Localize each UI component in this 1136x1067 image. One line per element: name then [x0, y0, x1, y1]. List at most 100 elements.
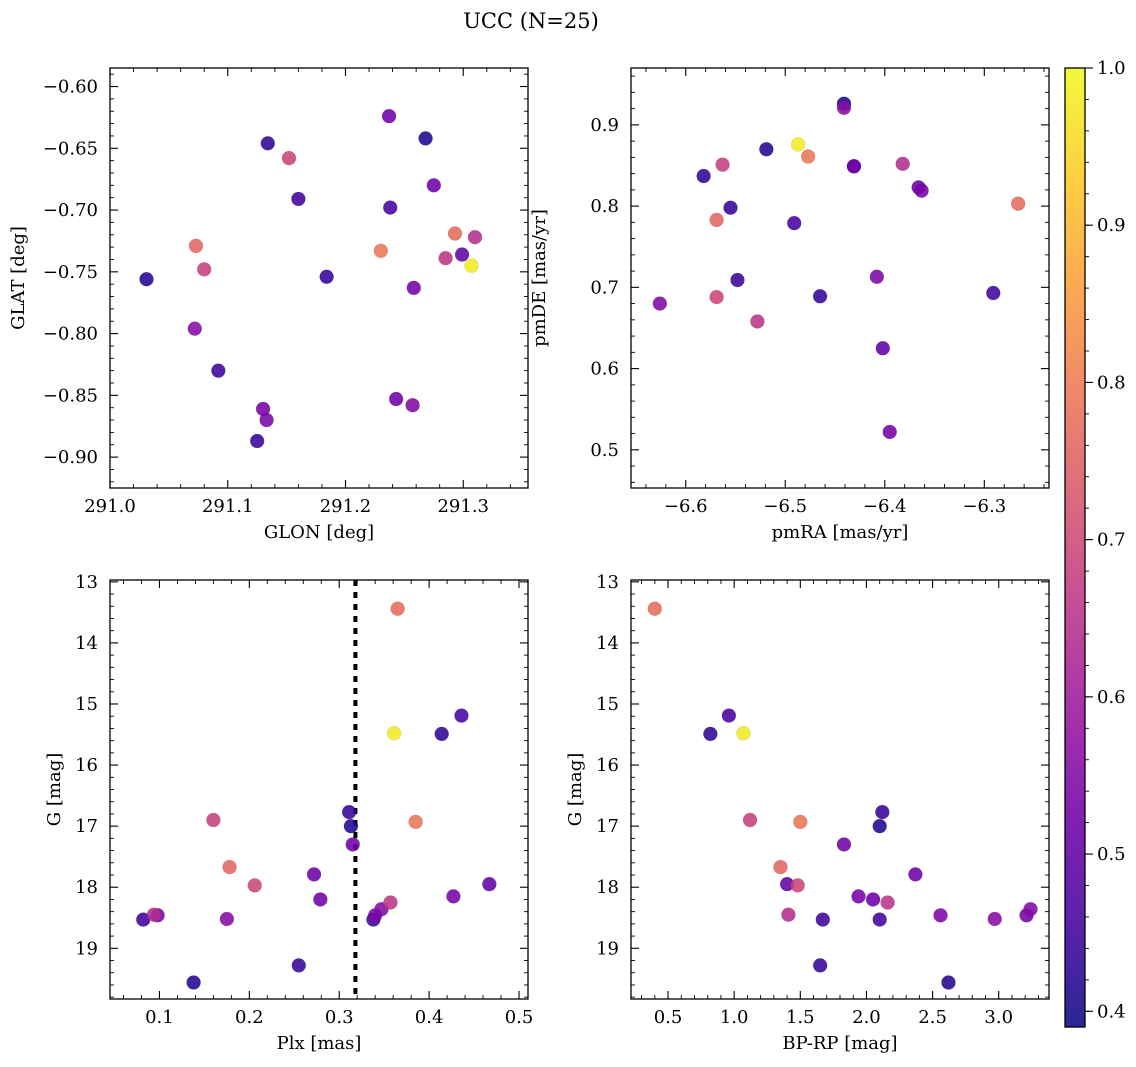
data-point	[715, 157, 730, 172]
data-point	[941, 975, 956, 990]
data-point	[196, 262, 212, 277]
data-point	[139, 271, 154, 287]
y-tick-label: 0.8	[590, 196, 619, 217]
figure-title: UCC (N=25)	[463, 9, 599, 33]
data-point	[482, 876, 497, 892]
x-tick-label: 0.5	[505, 1007, 534, 1028]
data-point	[742, 812, 758, 828]
x-tick-label: 1.5	[786, 1007, 815, 1028]
x-tick-label: 291.0	[84, 496, 136, 517]
colorbar-fill	[1065, 68, 1085, 1027]
data-point	[730, 272, 745, 288]
x-tick-label: 291.2	[320, 496, 372, 517]
data-point	[381, 108, 397, 124]
data-point	[721, 708, 737, 723]
x-tick-label: −6.5	[763, 496, 807, 517]
y-tick-label: −0.80	[43, 324, 98, 345]
data-point	[418, 131, 433, 146]
x-tick-label: 3.0	[984, 1007, 1013, 1028]
y-tick-label: −0.85	[43, 385, 98, 406]
data-point	[211, 363, 226, 378]
data-point	[736, 726, 751, 741]
y-tick-label: 19	[75, 938, 98, 959]
y-tick-label: 14	[596, 633, 619, 654]
data-point	[260, 136, 276, 151]
y-tick-label: −0.90	[43, 447, 98, 468]
y-tick-label: 0.7	[590, 277, 619, 298]
axes-frame	[630, 67, 1050, 489]
x-tick-label: 291.3	[437, 496, 489, 517]
data-point	[406, 280, 422, 296]
data-point	[652, 296, 668, 311]
data-point	[186, 975, 201, 990]
data-point	[454, 247, 470, 262]
data-point	[709, 289, 724, 305]
data-point	[812, 288, 828, 304]
data-point	[281, 150, 297, 166]
y-tick-label: 0.9	[590, 115, 619, 136]
data-point	[187, 321, 203, 336]
data-point	[291, 191, 306, 207]
data-point	[438, 250, 453, 266]
y-tick-label: 16	[75, 755, 98, 776]
y-axis-label: G [mag]	[565, 753, 586, 826]
data-point	[786, 215, 802, 231]
y-tick-label: 17	[596, 816, 619, 837]
data-point	[447, 226, 463, 241]
data-point	[750, 314, 765, 329]
colorbar-frame	[1064, 67, 1086, 1028]
data-point	[319, 269, 334, 285]
x-axis-label: pmRA [mas/yr]	[772, 522, 909, 543]
data-point	[222, 859, 237, 875]
data-point	[869, 269, 885, 285]
data-point	[865, 892, 881, 907]
data-point	[382, 200, 398, 215]
colorbar: 0.4 0.5 0.6 0.7 0.8 0.9 1.0	[1064, 58, 1126, 1028]
data-point	[773, 859, 788, 875]
data-point	[1023, 901, 1038, 917]
data-point	[875, 340, 891, 356]
axes-frame	[109, 67, 529, 489]
y-tick-label: 0.5	[590, 440, 619, 461]
y-tick-label: 16	[596, 755, 619, 776]
data-point	[247, 878, 263, 893]
axes-frame	[630, 579, 1050, 1000]
x-tick-label: 0.1	[145, 1007, 174, 1028]
data-point	[313, 892, 328, 907]
data-point	[249, 433, 265, 449]
data-point	[206, 812, 221, 828]
y-tick-label: 18	[596, 877, 619, 898]
data-point	[434, 726, 450, 742]
data-point	[914, 183, 929, 198]
data-point	[836, 100, 852, 116]
data-point	[454, 708, 469, 723]
data-point	[345, 837, 361, 852]
x-tick-label: 2.0	[852, 1007, 881, 1028]
data-point	[908, 867, 923, 882]
data-point	[386, 726, 402, 741]
y-tick-label: 18	[75, 877, 98, 898]
data-point	[781, 907, 796, 923]
x-tick-label: 2.5	[918, 1007, 947, 1028]
data-point	[812, 958, 828, 973]
data-point	[405, 397, 420, 413]
data-point	[790, 137, 806, 152]
data-point	[846, 158, 862, 174]
data-point	[880, 895, 895, 910]
data-point	[388, 391, 404, 407]
data-point	[800, 149, 816, 164]
colorbar-tick-label: 0.8	[1097, 372, 1126, 393]
y-tick-label: −0.70	[43, 200, 98, 221]
x-axis-label: BP-RP [mag]	[782, 1033, 897, 1054]
data-point	[759, 141, 774, 157]
data-point	[790, 878, 805, 893]
data-point	[987, 911, 1003, 927]
y-tick-label: 13	[75, 572, 98, 593]
data-point	[875, 804, 890, 820]
y-tick-label: 0.6	[590, 359, 619, 380]
data-point	[343, 818, 359, 834]
panel-pm: −6.6 −6.5 −6.4 −6.3 0.5 0.6 0.7 0.8 0.9 pmRA [mas…	[529, 67, 1050, 543]
y-tick-label: 15	[75, 694, 98, 715]
panel-sky: 291.0 291.1 291.2 291.3 −0.60 −0.65 −0.70 −0.75…	[8, 67, 529, 543]
